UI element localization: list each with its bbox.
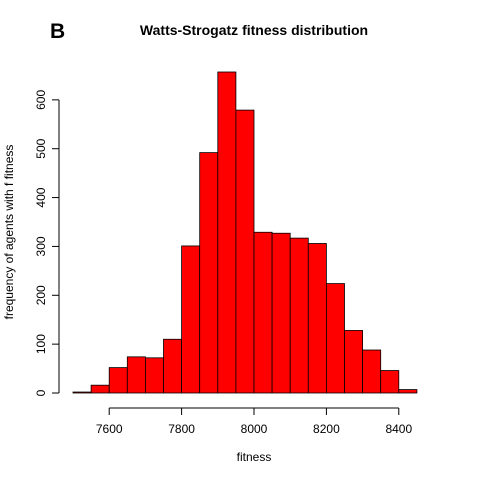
histogram-bar (362, 349, 382, 394)
histogram-bar (199, 152, 219, 394)
y-tick-label: 300 (34, 236, 48, 256)
histogram-bar (163, 338, 183, 394)
y-tick-label: 100 (34, 334, 48, 354)
histogram-bar (126, 356, 146, 394)
histogram-bar (235, 109, 255, 394)
x-tick-label: 8000 (241, 422, 268, 436)
histogram-bar (253, 231, 273, 394)
bars-group (72, 71, 418, 394)
histogram-bar (144, 357, 164, 394)
panel-letter: B (50, 20, 66, 43)
histogram-bar (108, 367, 128, 394)
histogram-bar (271, 232, 291, 394)
histogram-bar (217, 71, 237, 394)
y-tick-label: 600 (34, 90, 48, 110)
y-tick-label: 0 (34, 389, 48, 396)
histogram-bar (90, 384, 110, 394)
x-axis: 7600 7800 8000 8200 8400 (96, 407, 412, 436)
histogram-bar (289, 237, 309, 394)
x-tick-label: 7800 (168, 422, 195, 436)
histogram-bar (344, 330, 364, 394)
histogram-bar (72, 391, 92, 394)
y-tick-label: 500 (34, 138, 48, 158)
x-axis-label: fitness (237, 450, 272, 464)
histogram-bar (380, 370, 400, 394)
histogram-bar (325, 283, 345, 394)
y-axis: 0 100 200 300 400 500 600 (34, 90, 60, 396)
y-tick-label: 400 (34, 187, 48, 207)
x-tick-label: 8400 (385, 422, 412, 436)
histogram-bar (307, 243, 327, 394)
x-tick-label: 8200 (313, 422, 340, 436)
histogram-bar (181, 245, 201, 394)
y-axis-label: frequency of agents with f fitness (2, 145, 16, 320)
chart-title: Watts-Strogatz fitness distribution (140, 22, 368, 38)
x-tick-label: 7600 (96, 422, 123, 436)
y-tick-label: 200 (34, 285, 48, 305)
histogram-bar (398, 389, 418, 394)
